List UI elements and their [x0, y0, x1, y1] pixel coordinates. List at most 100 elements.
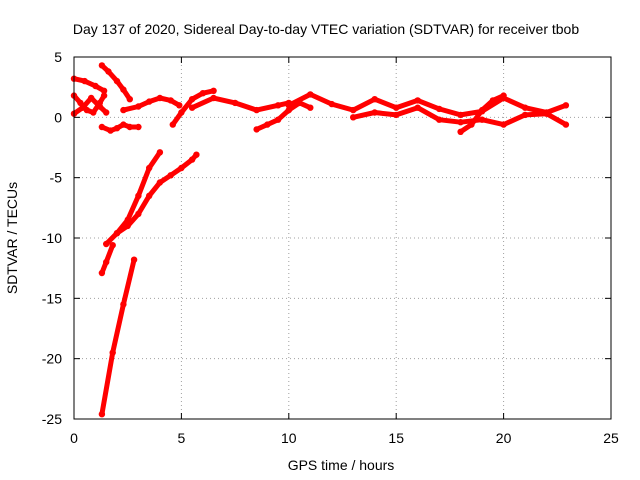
data-point — [103, 240, 110, 248]
x-tick-label: 25 — [603, 430, 619, 446]
data-point — [120, 86, 127, 93]
data-point — [274, 116, 282, 123]
data-point — [414, 104, 421, 111]
series-12 — [457, 92, 507, 135]
x-axis-label: GPS time / hours — [288, 457, 395, 473]
series-16 — [98, 256, 138, 418]
data-point — [98, 123, 106, 131]
data-series — [70, 62, 570, 418]
data-point — [489, 97, 497, 104]
data-point — [113, 230, 121, 237]
data-point — [307, 104, 314, 111]
data-point — [109, 349, 116, 356]
data-point — [79, 104, 86, 111]
data-point — [120, 301, 127, 308]
series-15 — [98, 242, 116, 277]
data-point — [307, 91, 314, 98]
series-4 — [98, 62, 133, 103]
data-point — [562, 121, 570, 128]
data-point — [521, 111, 529, 119]
y-tick-label: -15 — [42, 290, 62, 306]
data-point — [135, 210, 142, 218]
data-point — [81, 77, 88, 85]
y-tick-label: -5 — [50, 170, 63, 186]
data-point — [562, 102, 570, 109]
series-2 — [70, 75, 108, 95]
data-point — [169, 121, 176, 128]
y-tick-label: -10 — [42, 230, 62, 246]
data-point — [98, 411, 106, 418]
data-point — [107, 127, 114, 134]
data-point — [436, 116, 443, 123]
data-point — [193, 151, 200, 158]
data-point — [457, 111, 464, 119]
data-point — [264, 121, 271, 128]
data-point — [103, 258, 110, 266]
y-tick-label: 0 — [54, 109, 62, 125]
data-point — [178, 164, 185, 172]
y-tick-label: -25 — [42, 411, 62, 427]
data-point — [100, 87, 108, 95]
data-point — [98, 269, 106, 277]
data-point — [414, 97, 421, 104]
data-point — [135, 103, 142, 110]
data-point — [105, 68, 112, 75]
data-point — [120, 121, 127, 128]
grid — [74, 57, 611, 419]
data-point — [436, 105, 443, 113]
data-point — [478, 116, 486, 123]
series-13 — [103, 149, 164, 248]
data-point — [135, 123, 142, 131]
data-point — [188, 96, 196, 103]
data-point — [253, 126, 260, 133]
x-tick-label: 5 — [178, 430, 186, 446]
data-point — [285, 106, 292, 114]
series-trace — [99, 257, 137, 417]
data-point — [178, 109, 185, 116]
data-point — [92, 82, 99, 90]
series-trace — [71, 76, 107, 94]
data-point — [130, 256, 138, 263]
series-trace — [189, 95, 292, 113]
data-point — [120, 106, 127, 114]
series-8 — [188, 94, 292, 114]
data-point — [109, 242, 116, 249]
data-point — [274, 102, 282, 109]
x-tick-label: 10 — [281, 430, 297, 446]
data-point — [500, 121, 507, 128]
series-trace — [114, 152, 199, 236]
axis-ticks: 0 5 10 15 20 25 5 0 -5 -10 -15 -20 -25 — [42, 49, 619, 446]
data-point — [156, 179, 164, 186]
x-tick-label: 15 — [388, 430, 404, 446]
data-point — [126, 96, 133, 103]
data-point — [350, 106, 357, 114]
data-point — [457, 119, 464, 126]
data-point — [88, 94, 95, 102]
y-axis-label: SDTVAR / TECUs — [4, 182, 20, 294]
data-point — [371, 109, 378, 116]
data-point — [188, 104, 196, 111]
data-point — [328, 100, 335, 108]
data-point — [167, 172, 174, 179]
y-tick-label: -20 — [42, 351, 62, 367]
data-point — [167, 97, 174, 104]
data-point — [135, 192, 142, 199]
data-point — [156, 94, 164, 102]
data-point — [500, 92, 507, 99]
data-point — [285, 102, 292, 109]
series-11 — [350, 104, 570, 128]
data-point — [77, 99, 84, 107]
data-point — [90, 109, 97, 116]
data-point — [371, 96, 378, 103]
data-point — [126, 123, 133, 131]
data-point — [543, 110, 550, 117]
data-point — [146, 164, 153, 172]
series-5 — [98, 121, 142, 134]
data-point — [231, 99, 239, 107]
series-14 — [113, 151, 200, 237]
series-6 — [120, 94, 183, 114]
data-point — [124, 222, 131, 230]
data-point — [521, 104, 529, 111]
data-point — [393, 111, 400, 119]
